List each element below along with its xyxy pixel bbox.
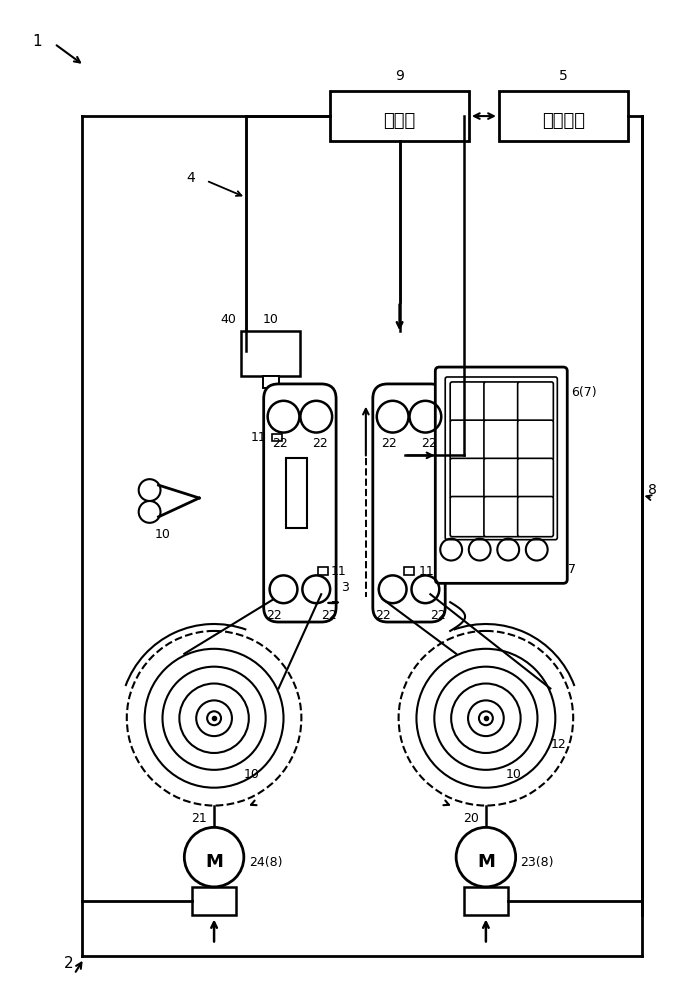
Text: 5: 5 [559, 69, 567, 83]
FancyBboxPatch shape [518, 458, 553, 499]
Text: 1: 1 [33, 34, 42, 49]
FancyBboxPatch shape [373, 384, 445, 622]
Text: 9: 9 [395, 69, 404, 83]
Text: 12: 12 [551, 738, 566, 751]
Text: 10: 10 [155, 528, 171, 541]
Bar [330, 91, 469, 141]
Text: 22: 22 [312, 437, 328, 450]
Bar [499, 91, 628, 141]
FancyBboxPatch shape [484, 458, 520, 499]
Text: 21: 21 [191, 812, 207, 825]
Text: 22: 22 [375, 609, 390, 622]
FancyBboxPatch shape [450, 458, 486, 499]
FancyBboxPatch shape [450, 497, 486, 537]
FancyBboxPatch shape [450, 420, 486, 460]
Text: 10: 10 [506, 768, 521, 781]
FancyBboxPatch shape [518, 420, 553, 460]
FancyBboxPatch shape [436, 367, 567, 583]
Text: 22: 22 [266, 609, 282, 622]
Text: 40: 40 [220, 313, 236, 326]
Text: 控制部: 控制部 [383, 112, 415, 130]
Text: M: M [205, 853, 223, 871]
Circle shape [184, 827, 244, 887]
Text: 22: 22 [321, 609, 337, 622]
Text: 2: 2 [64, 956, 74, 971]
FancyBboxPatch shape [518, 382, 553, 422]
FancyBboxPatch shape [484, 382, 520, 422]
Text: 6(7): 6(7) [572, 386, 597, 399]
Text: 11: 11 [331, 565, 347, 578]
Bar [192, 887, 236, 915]
Text: 23(8): 23(8) [521, 856, 554, 869]
FancyBboxPatch shape [450, 382, 486, 422]
Text: 22: 22 [381, 437, 397, 450]
Text: 24(8): 24(8) [249, 856, 282, 869]
FancyBboxPatch shape [263, 384, 336, 622]
Text: 10: 10 [244, 768, 260, 781]
Text: 7: 7 [568, 563, 576, 576]
FancyBboxPatch shape [484, 497, 520, 537]
Text: 22: 22 [422, 437, 437, 450]
Text: 8: 8 [648, 483, 657, 497]
Text: 20: 20 [463, 812, 479, 825]
Text: 4: 4 [186, 171, 195, 185]
Text: 11: 11 [251, 431, 267, 444]
Text: 10: 10 [263, 313, 279, 326]
FancyBboxPatch shape [445, 377, 558, 540]
Bar [286, 458, 307, 528]
FancyBboxPatch shape [518, 497, 553, 537]
Text: 22: 22 [272, 437, 287, 450]
Bar [319, 567, 328, 575]
Text: 3: 3 [341, 581, 349, 594]
Bar [263, 376, 279, 388]
Circle shape [456, 827, 516, 887]
FancyBboxPatch shape [484, 420, 520, 460]
Text: 22: 22 [430, 609, 446, 622]
Bar [464, 887, 507, 915]
Text: 存储单元: 存储单元 [542, 112, 585, 130]
Text: M: M [477, 853, 495, 871]
Text: 11: 11 [419, 565, 435, 578]
Bar [241, 331, 300, 376]
Bar [404, 567, 414, 575]
Bar [272, 434, 282, 441]
